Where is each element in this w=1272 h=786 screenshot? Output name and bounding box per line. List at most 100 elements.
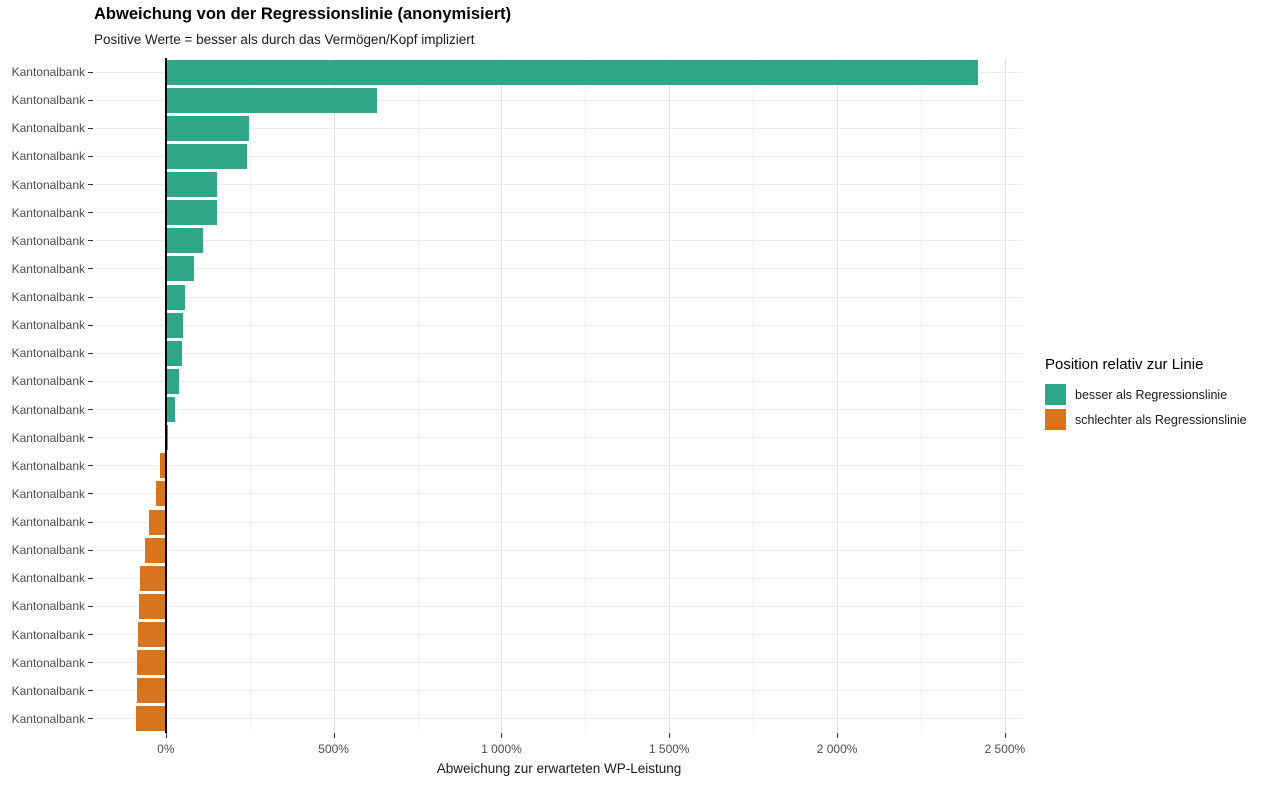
y-axis-tick [88, 268, 93, 270]
bar-positive [165, 425, 169, 451]
legend-items: besser als Regressionslinie schlechter al… [1045, 382, 1247, 432]
bar-positive [165, 368, 180, 394]
x-axis-tick-label: 2 000% [816, 742, 858, 756]
y-axis-tick [88, 634, 93, 636]
bar-positive [165, 284, 185, 310]
y-axis-label: Kantonalbank [11, 711, 85, 726]
y-axis-tick [88, 718, 93, 720]
y-axis-label: Kantonalbank [11, 627, 85, 642]
gridline-row [95, 718, 1023, 720]
x-axis-tick [1004, 733, 1006, 738]
gridline-row [95, 268, 1023, 270]
y-axis-label: Kantonalbank [11, 599, 85, 614]
y-axis-tick [88, 549, 93, 551]
y-axis-tick [88, 296, 93, 298]
x-axis-tick [837, 733, 839, 738]
bar-negative [144, 537, 166, 563]
gridline-row [95, 549, 1023, 551]
legend-title: Position relativ zur Linie [1045, 356, 1204, 373]
legend-item-label: schlechter als Regressionslinie [1075, 412, 1247, 427]
y-axis-tick [88, 465, 93, 467]
y-axis-label: Kantonalbank [11, 374, 85, 389]
y-axis-label: Kantonalbank [11, 233, 85, 248]
gridline-row [95, 155, 1023, 157]
gridline-minor [417, 58, 419, 733]
bar-negative [140, 565, 166, 591]
y-axis-label: Kantonalbank [11, 93, 85, 108]
x-axis-tick-label: 1 000% [481, 742, 522, 756]
y-axis-label: Kantonalbank [11, 458, 85, 473]
y-axis-label: Kantonalbank [11, 149, 85, 164]
gridline-major [501, 58, 503, 733]
gridline-minor [585, 58, 587, 733]
x-axis-tick-label: 2 500% [984, 742, 1026, 756]
gridline-row [95, 409, 1023, 411]
bar-positive [165, 256, 194, 282]
y-axis-label: Kantonalbank [11, 571, 85, 586]
gridline-row [95, 634, 1023, 636]
y-axis-label: Kantonalbank [11, 402, 85, 417]
x-axis-tick-label: 500% [318, 742, 349, 756]
y-axis-label: Kantonalbank [11, 261, 85, 276]
chart-title: Abweichung von der Regressionslinie (ano… [94, 5, 512, 23]
y-axis-tick [88, 352, 93, 354]
y-axis-tick [88, 240, 93, 242]
gridline-row [95, 521, 1023, 523]
x-axis: 0% 500% 1 000% 1 500% 2 000% 2 500% [95, 733, 1026, 763]
y-axis-label: Kantonalbank [11, 290, 85, 305]
gridline-row [95, 577, 1023, 579]
y-axis-label: Kantonalbank [11, 515, 85, 530]
y-axis-tick [88, 493, 93, 495]
y-axis-label: Kantonalbank [11, 683, 85, 698]
bar-negative [148, 509, 166, 535]
x-axis-title: Abweichung zur erwarteten WP-Leistung [436, 761, 682, 776]
gridline-row [95, 184, 1023, 186]
gridline-minor [753, 58, 755, 733]
y-axis-label: Kantonalbank [11, 430, 85, 445]
y-axis-label: Kantonalbank [11, 543, 85, 558]
y-axis-tick [88, 577, 93, 579]
y-axis-tick [88, 662, 93, 664]
bar-negative [156, 481, 166, 507]
y-axis-tick [88, 437, 93, 439]
gridline-row [95, 352, 1023, 354]
y-axis-label: Kantonalbank [11, 205, 85, 220]
y-axis-tick [88, 71, 93, 73]
y-axis-labels: Kantonalbank Kantonalbank Kantonalbank Kant… [0, 58, 95, 733]
gridline-row [95, 324, 1023, 326]
gridline-major [669, 58, 671, 733]
gridline-row [95, 296, 1023, 298]
bar-positive [165, 397, 176, 423]
gridline-row [95, 437, 1023, 439]
y-axis-tick [88, 605, 93, 607]
y-axis-tick [88, 184, 93, 186]
bar-positive [165, 172, 218, 198]
legend-item-negative: schlechter als Regressionslinie [1045, 407, 1247, 432]
chart-subtitle: Positive Werte = besser als durch das Ve… [94, 32, 475, 47]
x-axis-tick-label: 0% [157, 742, 175, 756]
bar-positive [165, 143, 248, 169]
gridline-row [95, 493, 1023, 495]
x-axis-tick [669, 733, 671, 738]
legend: Position relativ zur Linie besser als Re… [1045, 356, 1247, 432]
y-axis-tick [88, 380, 93, 382]
y-axis-tick [88, 99, 93, 101]
gridline-row [95, 212, 1023, 214]
y-axis-label: Kantonalbank [11, 346, 85, 361]
bar-negative [136, 650, 166, 676]
bar-negative [160, 453, 166, 479]
gridline-major [837, 58, 839, 733]
y-axis-label: Kantonalbank [11, 65, 85, 80]
y-axis-label: Kantonalbank [11, 486, 85, 501]
bar-positive [165, 228, 204, 254]
legend-swatch-positive [1045, 384, 1066, 405]
gridline-row [95, 465, 1023, 467]
bar-positive [165, 340, 183, 366]
gridline-major [1004, 58, 1006, 733]
y-axis-tick [88, 212, 93, 214]
gridline-row [95, 690, 1023, 692]
x-axis-tick-label: 1 500% [648, 742, 690, 756]
gridline-row [95, 127, 1023, 129]
gridline-minor [249, 58, 251, 733]
